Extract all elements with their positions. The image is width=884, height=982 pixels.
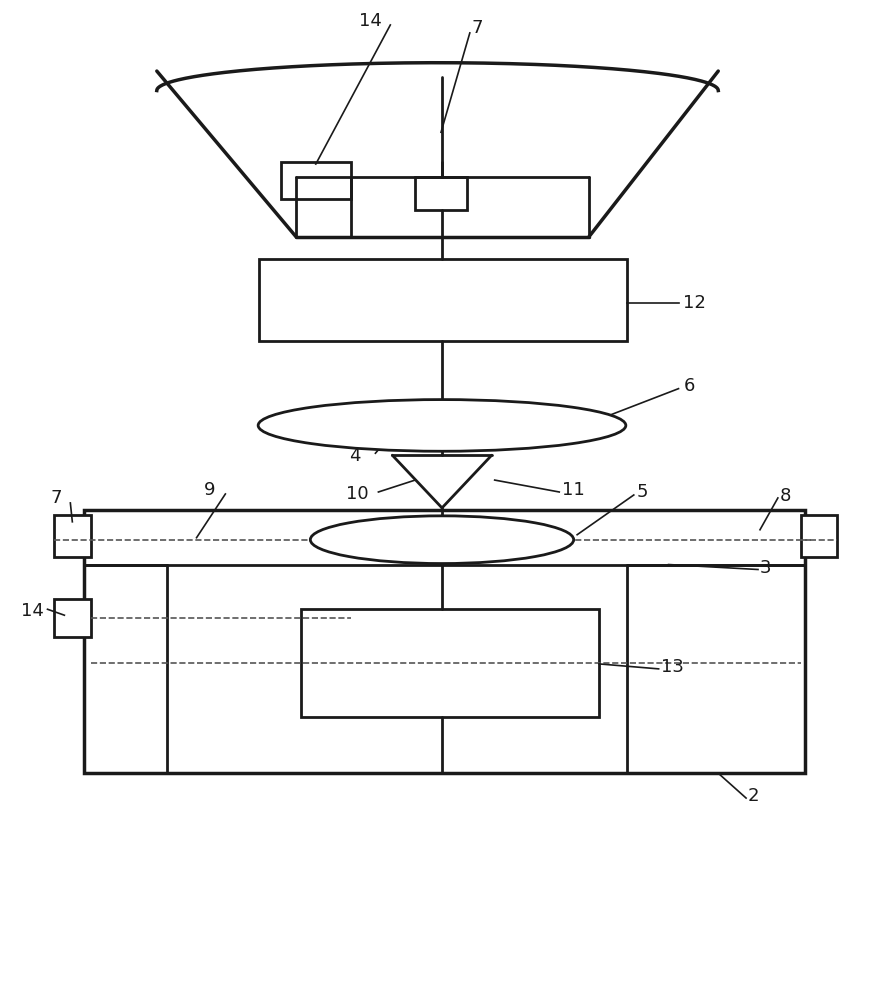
Ellipse shape bbox=[310, 516, 574, 564]
Text: 10: 10 bbox=[346, 485, 369, 503]
Text: 8: 8 bbox=[780, 487, 791, 505]
Bar bbox=[55, 599, 91, 637]
Text: 14: 14 bbox=[359, 12, 381, 30]
Bar bbox=[431, 409, 453, 442]
Text: 12: 12 bbox=[683, 295, 706, 312]
Text: 2: 2 bbox=[748, 787, 759, 805]
Text: 7: 7 bbox=[472, 19, 484, 37]
Text: 5: 5 bbox=[636, 483, 648, 501]
Text: 7: 7 bbox=[50, 489, 62, 507]
Text: 9: 9 bbox=[203, 481, 215, 499]
Text: 6: 6 bbox=[683, 377, 695, 395]
Bar bbox=[301, 609, 599, 717]
Bar bbox=[84, 510, 804, 773]
Bar bbox=[259, 259, 627, 341]
Text: 13: 13 bbox=[660, 658, 683, 676]
Bar bbox=[431, 522, 453, 557]
Ellipse shape bbox=[258, 400, 626, 452]
Text: 11: 11 bbox=[562, 481, 585, 499]
Text: 3: 3 bbox=[760, 559, 772, 576]
Bar bbox=[281, 162, 351, 198]
Bar bbox=[55, 515, 91, 557]
Text: 14: 14 bbox=[20, 602, 43, 621]
Text: 4: 4 bbox=[348, 447, 360, 465]
Bar bbox=[801, 515, 837, 557]
Bar bbox=[415, 177, 467, 210]
